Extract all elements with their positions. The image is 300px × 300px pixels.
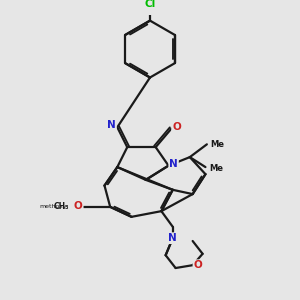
Text: Me: Me bbox=[210, 140, 224, 149]
Text: methoxy: methoxy bbox=[39, 204, 67, 209]
Text: O: O bbox=[194, 260, 202, 270]
Text: Me: Me bbox=[209, 164, 223, 173]
Text: N: N bbox=[168, 233, 177, 243]
Text: O: O bbox=[172, 122, 181, 132]
Text: Cl: Cl bbox=[144, 0, 156, 9]
Text: CH₃: CH₃ bbox=[53, 202, 69, 211]
Text: O: O bbox=[74, 201, 83, 211]
Text: N: N bbox=[107, 120, 116, 130]
Text: N: N bbox=[169, 159, 178, 169]
